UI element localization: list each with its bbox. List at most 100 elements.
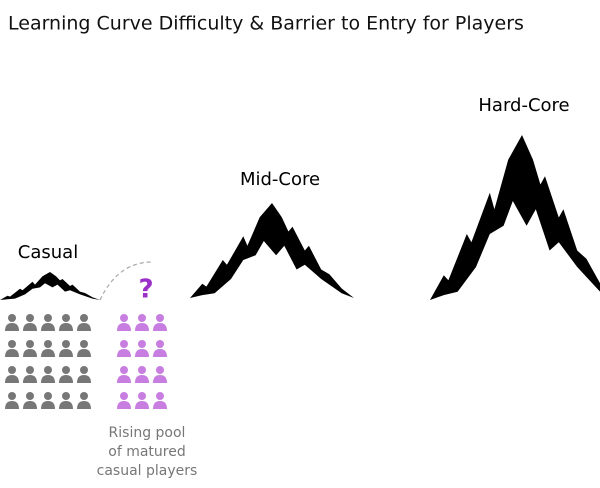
person-body: [5, 349, 19, 357]
person-head: [120, 392, 128, 400]
title: Learning Curve Difficulty & Barrier to E…: [8, 13, 524, 35]
person-head: [138, 392, 146, 400]
person-body: [5, 323, 19, 331]
person-body: [59, 349, 73, 357]
person-body: [41, 349, 55, 357]
person-head: [80, 340, 88, 348]
person-body: [23, 349, 37, 357]
person-icon: [59, 366, 73, 383]
person-head: [44, 314, 52, 322]
person-icon: [135, 366, 149, 383]
person-icon: [5, 392, 19, 409]
person-body: [117, 349, 131, 357]
person-head: [80, 366, 88, 374]
mountain: [430, 135, 600, 300]
person-head: [26, 314, 34, 322]
person-icon: [135, 340, 149, 357]
person-icon: [5, 340, 19, 357]
person-head: [62, 366, 70, 374]
person-body: [117, 375, 131, 383]
person-icon: [41, 314, 55, 331]
person-head: [120, 340, 128, 348]
person-body: [77, 375, 91, 383]
person-body: [23, 401, 37, 409]
person-head: [8, 314, 16, 322]
person-icon: [77, 366, 91, 383]
caption-line: casual players: [97, 463, 198, 479]
person-icon: [41, 340, 55, 357]
person-icon: [117, 366, 131, 383]
person-body: [135, 375, 149, 383]
person-icon: [23, 392, 37, 409]
person-head: [8, 392, 16, 400]
person-icon: [153, 314, 167, 331]
person-head: [120, 366, 128, 374]
person-body: [77, 323, 91, 331]
person-body: [59, 375, 73, 383]
person-head: [26, 366, 34, 374]
tier-label: Hard-Core: [478, 95, 569, 116]
person-body: [117, 323, 131, 331]
person-body: [153, 375, 167, 383]
person-head: [138, 366, 146, 374]
person-body: [23, 323, 37, 331]
person-body: [59, 323, 73, 331]
person-body: [59, 401, 73, 409]
person-body: [41, 375, 55, 383]
person-body: [77, 349, 91, 357]
person-icon: [117, 340, 131, 357]
person-head: [62, 392, 70, 400]
person-head: [80, 314, 88, 322]
person-head: [156, 340, 164, 348]
person-body: [153, 323, 167, 331]
person-icon: [153, 392, 167, 409]
person-head: [44, 392, 52, 400]
person-body: [41, 323, 55, 331]
person-icon: [77, 314, 91, 331]
person-head: [138, 340, 146, 348]
person-head: [156, 392, 164, 400]
person-icon: [59, 392, 73, 409]
person-icon: [153, 340, 167, 357]
person-body: [5, 375, 19, 383]
person-icon: [59, 340, 73, 357]
question-mark: ?: [138, 275, 153, 305]
person-icon: [23, 314, 37, 331]
person-body: [117, 401, 131, 409]
person-head: [80, 392, 88, 400]
person-head: [62, 340, 70, 348]
person-icon: [117, 314, 131, 331]
person-body: [153, 349, 167, 357]
person-body: [23, 375, 37, 383]
person-head: [62, 314, 70, 322]
person-head: [8, 366, 16, 374]
person-body: [77, 401, 91, 409]
person-head: [26, 392, 34, 400]
person-body: [135, 323, 149, 331]
tier-label: Mid-Core: [240, 169, 320, 190]
mountain: [0, 272, 100, 300]
person-icon: [77, 392, 91, 409]
caption-line: Rising pool: [109, 425, 186, 441]
person-icon: [41, 366, 55, 383]
person-icon: [59, 314, 73, 331]
person-body: [41, 401, 55, 409]
person-icon: [117, 392, 131, 409]
mountain: [190, 203, 354, 298]
person-body: [135, 401, 149, 409]
person-head: [156, 366, 164, 374]
person-head: [44, 366, 52, 374]
person-icon: [23, 366, 37, 383]
person-body: [135, 349, 149, 357]
person-head: [44, 340, 52, 348]
dashed-arc: [99, 261, 153, 301]
person-icon: [5, 366, 19, 383]
person-icon: [135, 392, 149, 409]
person-icon: [5, 314, 19, 331]
person-head: [8, 340, 16, 348]
person-icon: [77, 340, 91, 357]
person-head: [120, 314, 128, 322]
person-head: [138, 314, 146, 322]
